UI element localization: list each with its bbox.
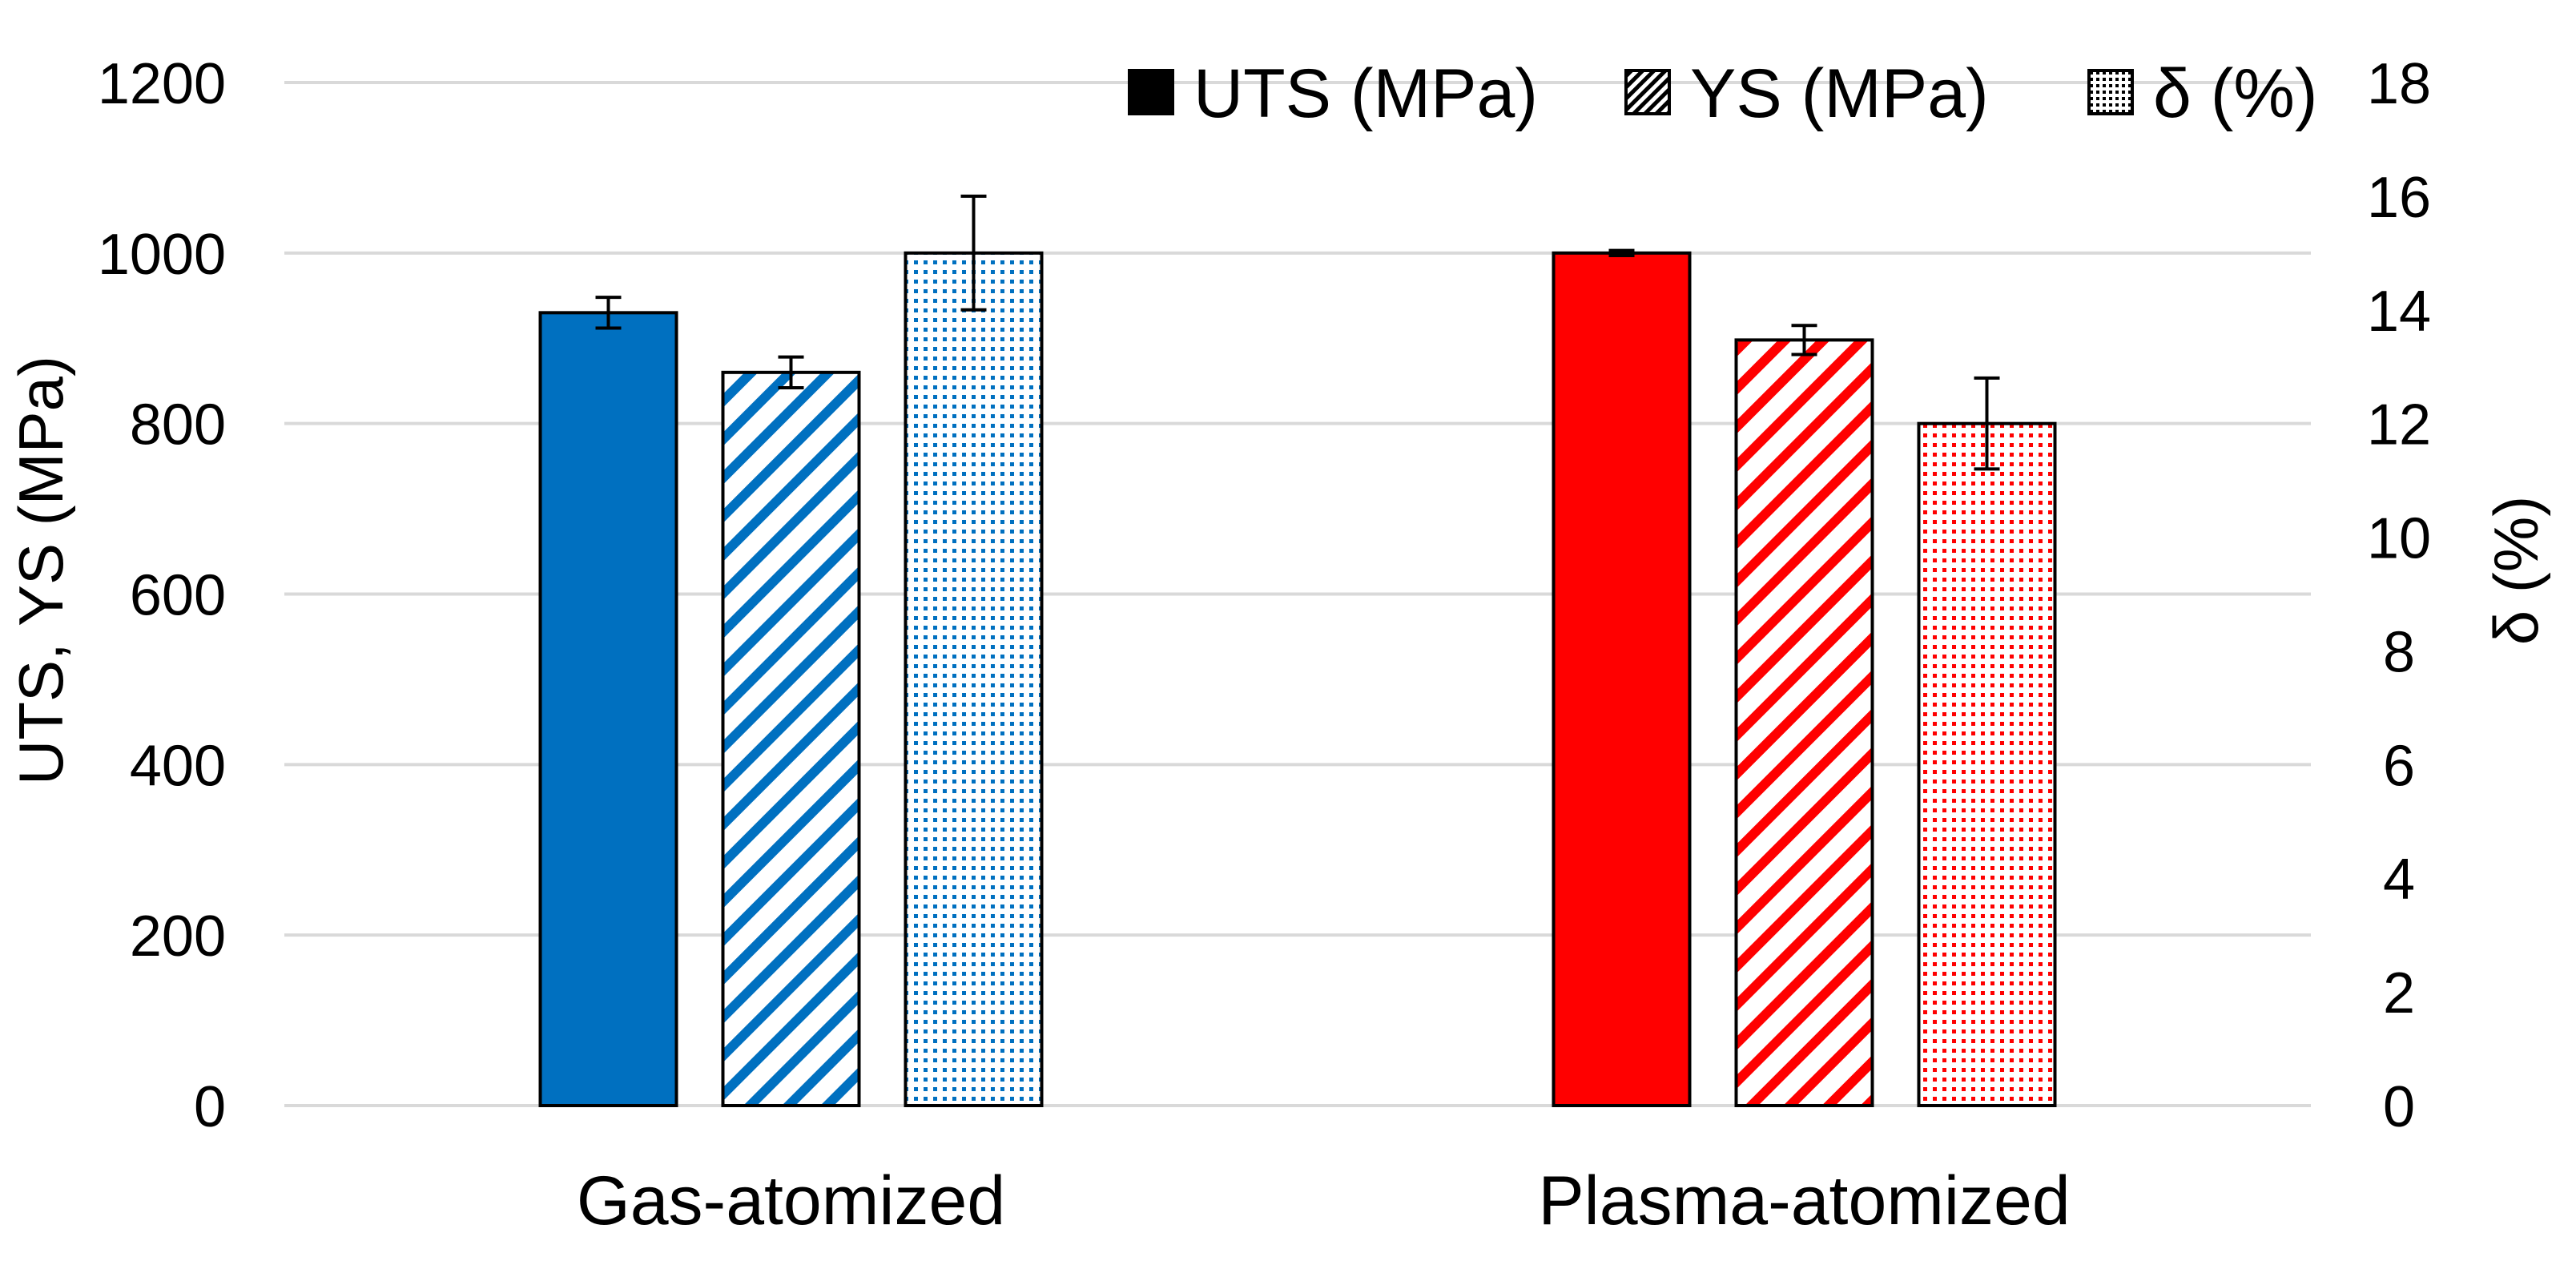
legend-label: δ (%) — [2153, 55, 2318, 132]
legend-label: YS (MPa) — [1690, 55, 1989, 132]
bar-hatch-0 — [721, 370, 861, 1108]
y-axis-title: UTS, YS (MPa) — [6, 356, 76, 785]
y2-tick-label: 10 — [2367, 507, 2431, 571]
legend-swatch — [1128, 69, 1174, 115]
bars — [538, 251, 2057, 1108]
y2-tick-label: 12 — [2367, 393, 2431, 457]
y-tick-label: 400 — [130, 734, 226, 798]
y2-tick-label: 14 — [2367, 280, 2431, 344]
error-bar — [1608, 248, 1635, 258]
y2-tick-label: 4 — [2383, 848, 2415, 912]
bar-dots-0 — [904, 251, 1044, 1107]
error-bar — [595, 296, 622, 330]
y-tick-label: 1000 — [98, 223, 226, 287]
x-axis-categories: Gas-atomized Plasma-atomized — [577, 1162, 2071, 1239]
y-tick-label: 200 — [130, 904, 226, 969]
y2-tick-label: 16 — [2367, 166, 2431, 230]
legend-swatch — [2087, 69, 2134, 115]
bar-solid-0 — [538, 311, 678, 1107]
bar-dots-1 — [1917, 421, 2057, 1107]
error-bars — [595, 194, 2000, 471]
legend-swatch — [1624, 69, 1671, 115]
bar-solid-1 — [1552, 251, 1692, 1107]
y-tick-label: 1200 — [98, 52, 226, 116]
legend: UTS (MPa) YS (MPa) δ (%) — [1128, 55, 2318, 132]
y-axis-left: 0 200 400 600 800 1000 1200 — [98, 52, 226, 1139]
y2-tick-label: 2 — [2383, 961, 2415, 1025]
legend-label: UTS (MPa) — [1193, 55, 1538, 132]
y2-tick-label: 6 — [2383, 734, 2415, 798]
y-tick-label: 0 — [194, 1075, 226, 1139]
y-tick-label: 800 — [130, 393, 226, 457]
error-bar — [778, 355, 804, 389]
y2-axis-title: δ (%) — [2481, 496, 2551, 645]
error-bar — [960, 194, 987, 312]
y2-tick-label: 0 — [2383, 1075, 2415, 1139]
category-label: Gas-atomized — [577, 1162, 1005, 1239]
y-tick-label: 600 — [130, 564, 226, 628]
y2-tick-label: 18 — [2367, 52, 2431, 116]
bar-hatch-1 — [1734, 338, 1874, 1107]
error-bar — [1974, 376, 2000, 471]
y2-tick-label: 8 — [2383, 620, 2415, 684]
y-axis-right: 0 2 4 6 8 10 12 14 16 18 — [2367, 52, 2431, 1139]
category-label: Plasma-atomized — [1538, 1162, 2070, 1239]
error-bar — [1791, 324, 1817, 357]
